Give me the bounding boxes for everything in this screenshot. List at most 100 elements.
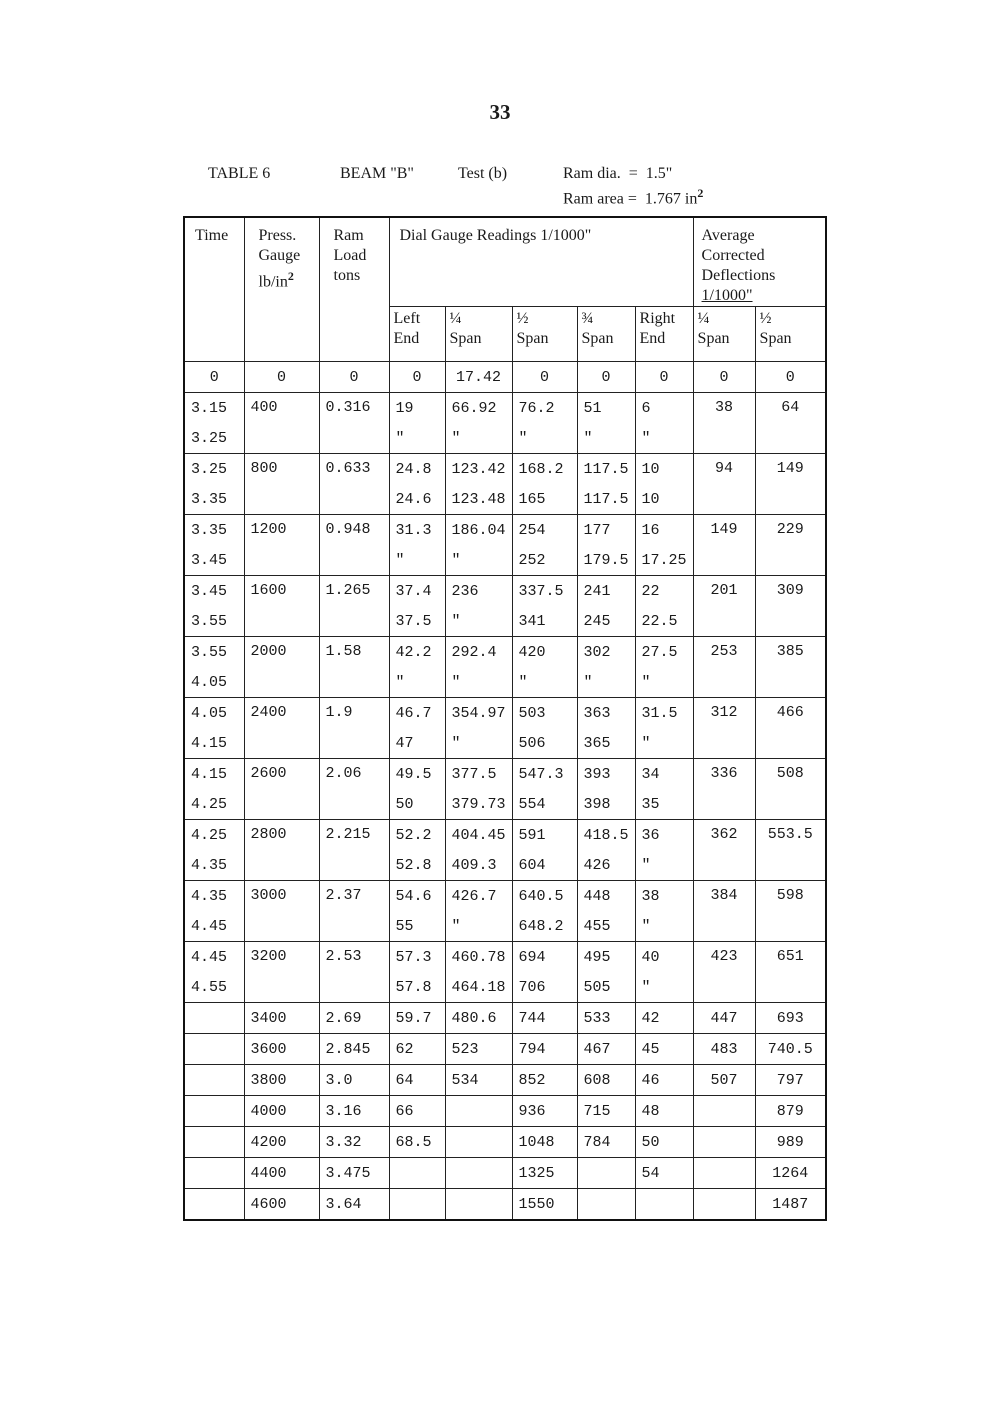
- cell-half: 1325: [511, 1157, 578, 1189]
- table-row: 3.55 2000 1.58 42.2 292.4 420 302 27.5 253 385: [183, 636, 827, 698]
- cell-left: 57.8: [388, 972, 446, 1003]
- subheader-6: ½ Span: [754, 306, 827, 362]
- cell-time: 3.35: [183, 514, 245, 545]
- subheader-row: Left End ¼ Span ½ Span ¾ Span Right End ¼ Span ½ Span: [184, 306, 827, 362]
- cell-left: 37.5: [388, 606, 446, 637]
- cell-q3: ": [576, 423, 636, 454]
- cell-time: [183, 1126, 245, 1158]
- cell-avg-half: 1487: [754, 1188, 827, 1221]
- cell-avg-half: 797: [754, 1064, 827, 1096]
- cell-avg-half: 385: [754, 636, 827, 698]
- table-row: 3.45 " " 252 179.5 17.25: [183, 545, 826, 576]
- cell-pressure: 400: [243, 392, 320, 454]
- cell-q1: ": [444, 545, 513, 576]
- cell-q3: 495: [576, 941, 636, 972]
- cell-half: 852: [511, 1064, 578, 1096]
- cell-half: 168.2: [511, 453, 578, 484]
- cell-time: 4.35: [183, 880, 245, 911]
- subheader-top: ¼: [449, 310, 462, 327]
- cell-left: 54.6: [388, 880, 446, 911]
- subheader-0: Left End: [388, 306, 446, 362]
- cell-time: 4.05: [183, 667, 245, 698]
- cell-pressure: 3600: [243, 1033, 320, 1065]
- cell-half: 554: [511, 789, 578, 820]
- cell-q1: [444, 1126, 513, 1158]
- table-row: 4.35 3000 2.37 54.6 426.7 640.5 448 38 384 598: [183, 880, 827, 942]
- cell-q1: 409.3: [444, 850, 513, 881]
- cell-q3: 784: [576, 1126, 636, 1158]
- cell-q3: 179.5: [576, 545, 636, 576]
- cell-q3: 51: [576, 392, 636, 423]
- header-pressure-line1: Press.: [258, 227, 297, 244]
- cell-q3: 393: [576, 758, 636, 789]
- cell-time: 4.25: [183, 789, 245, 820]
- cell-q3: 241: [576, 575, 636, 606]
- cell-q1: 426.7: [444, 880, 513, 911]
- cell-ram-load: 2.845: [318, 1033, 390, 1065]
- cell-time: 4.05: [183, 697, 245, 728]
- cell-avg-half: 1264: [754, 1157, 827, 1189]
- cell-pressure: 4600: [243, 1188, 320, 1221]
- cell-left: 62: [388, 1033, 446, 1065]
- cell-avg-quarter: 201: [692, 575, 756, 637]
- ram-area-text: Ram area = 1.767 in: [563, 190, 698, 208]
- cell-pressure: 2000: [243, 636, 320, 698]
- cell-avg-quarter: 447: [692, 1002, 756, 1034]
- cell-pressure: 1600: [243, 575, 320, 637]
- cell-avg-half: 508: [754, 758, 827, 820]
- cell-q1: 186.04: [444, 514, 513, 545]
- table-row: 4600 3.64 1550 1487: [183, 1188, 827, 1221]
- cell-half: 694: [511, 941, 578, 972]
- cell-time: 3.55: [183, 606, 245, 637]
- cell-time: 4.35: [183, 850, 245, 881]
- subheader-top: Right: [639, 310, 676, 327]
- cell-q1: 354.97: [444, 697, 513, 728]
- cell-time: 3.25: [183, 453, 245, 484]
- cell-right: 48: [634, 1095, 694, 1127]
- cell-half: 591: [511, 819, 578, 850]
- cell-half: 506: [511, 728, 578, 759]
- cell-avg-quarter: 253: [692, 636, 756, 698]
- cell-ram-load: 2.215: [318, 819, 390, 881]
- cell-ram-load: 1.265: [318, 575, 390, 637]
- subheader-top: ¼: [697, 310, 710, 327]
- cell-right: 50: [634, 1126, 694, 1158]
- subheader-bottom: End: [639, 330, 666, 347]
- cell-q1: 404.45: [444, 819, 513, 850]
- header-pressure-unit: lb/in: [258, 273, 288, 291]
- subheader-1: ¼ Span: [444, 306, 513, 362]
- cell-q3: 418.5: [576, 819, 636, 850]
- cell-q1: ": [444, 728, 513, 759]
- cell-avg-half: 553.5: [754, 819, 827, 881]
- cell-time: 4.25: [183, 819, 245, 850]
- cell-avg-quarter: 384: [692, 880, 756, 942]
- cell-half: 76.2: [511, 392, 578, 423]
- subheader-bottom: Span: [581, 330, 614, 347]
- cell-right: 31.5: [634, 697, 694, 728]
- table-row: 3.25 800 0.633 24.8 123.42 168.2 117.5 10 94 149: [183, 453, 827, 515]
- table-row: 4.25 2800 2.215 52.2 404.45 591 418.5 36 362 553.…: [183, 819, 827, 881]
- cell-time: 4.45: [183, 941, 245, 972]
- cell-avg-half: 879: [754, 1095, 827, 1127]
- cell-right: 36: [634, 819, 694, 850]
- cell-left: 55: [388, 911, 446, 942]
- cell-right: 16: [634, 514, 694, 545]
- cell-time: [183, 1064, 245, 1096]
- cell-time: 0: [183, 361, 245, 393]
- cell-avg-quarter: 312: [692, 697, 756, 759]
- cell-pressure: 4000: [243, 1095, 320, 1127]
- cell-q1: 379.73: [444, 789, 513, 820]
- cell-q3: 117.5: [576, 453, 636, 484]
- cell-avg-quarter: 336: [692, 758, 756, 820]
- cell-ram-load: 1.9: [318, 697, 390, 759]
- cell-q1: 17.42: [444, 361, 513, 393]
- cell-left: 0: [388, 361, 446, 393]
- table-row: 3.55 37.5 " 341 245 22.5: [183, 606, 826, 637]
- cell-pressure: 2800: [243, 819, 320, 881]
- table-row: 4200 3.32 68.5 1048 784 50 989: [183, 1126, 827, 1158]
- cell-left: 52.2: [388, 819, 446, 850]
- header-average-line3: Deflections: [701, 267, 776, 284]
- cell-time: 3.15: [183, 392, 245, 423]
- cell-time: 4.45: [183, 911, 245, 942]
- cell-pressure: 4400: [243, 1157, 320, 1189]
